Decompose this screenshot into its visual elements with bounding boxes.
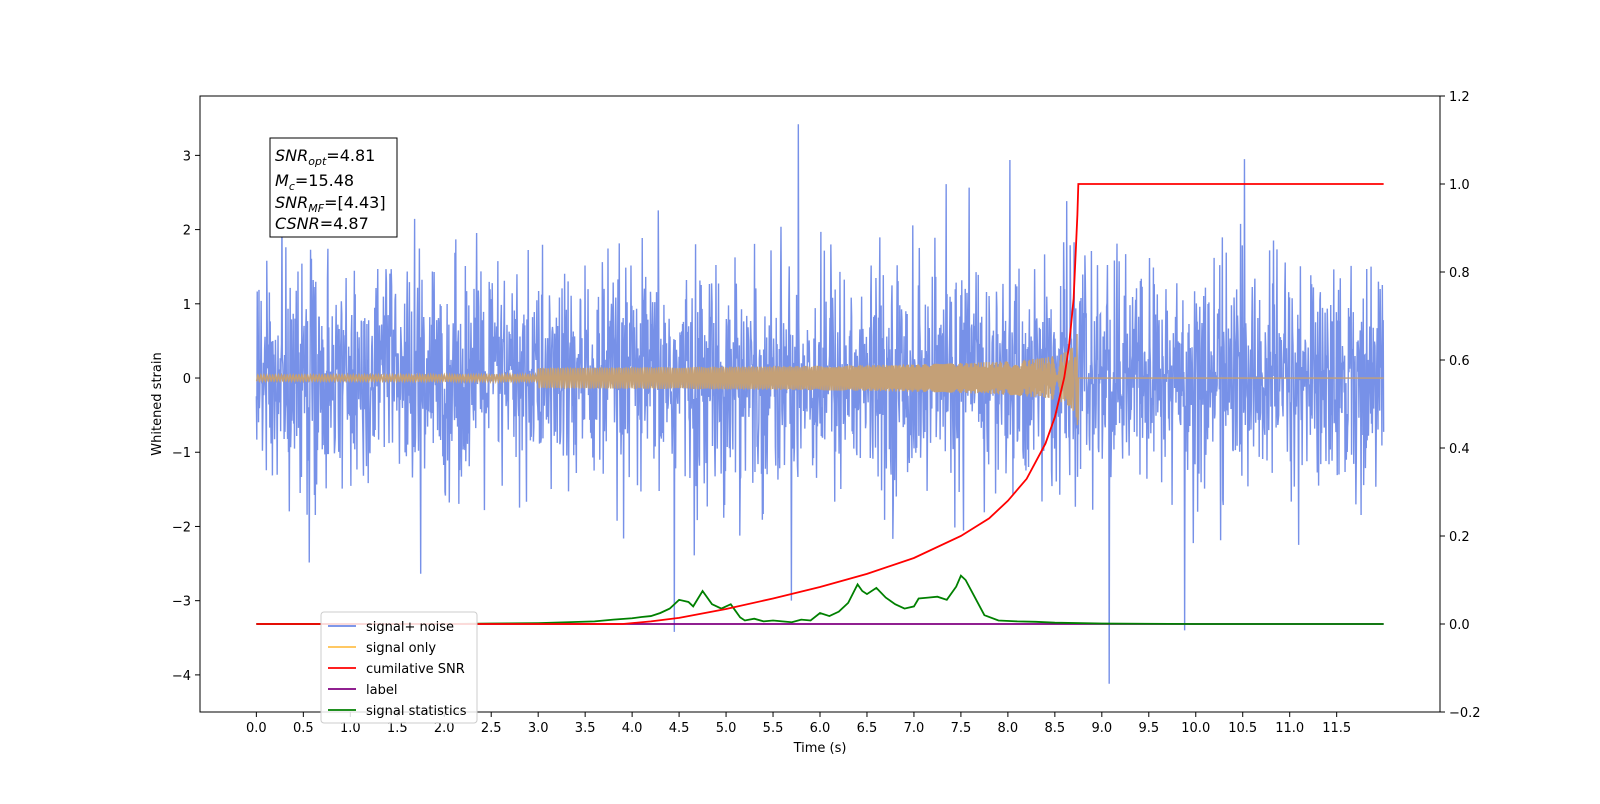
x-tick-label: 7.5 (951, 721, 972, 736)
y-tick-label: 3 (183, 149, 191, 164)
x-tick-label: 6.0 (810, 721, 831, 736)
x-tick-label: 11.0 (1275, 721, 1304, 736)
series-signal-noise-line (255, 124, 1385, 684)
legend-label: signal only (366, 641, 436, 656)
x-tick-label: 10.0 (1181, 721, 1210, 736)
x-tick-label: 5.5 (763, 721, 784, 736)
y2-tick-label: −0.2 (1449, 706, 1481, 721)
annotation-mc: Mc=15.48 (275, 171, 354, 193)
y2-tick-label: 1.2 (1449, 90, 1470, 105)
x-tick-label: 4.0 (622, 721, 643, 736)
legend-label: label (366, 683, 397, 698)
x-tick-label: 1.0 (340, 721, 361, 736)
x-tick-label: 3.5 (575, 721, 596, 736)
x-tick-label: 9.5 (1138, 721, 1159, 736)
x-tick-label: 9.0 (1091, 721, 1112, 736)
series-signal-statistics-line (256, 574, 1384, 625)
annotation-box: SNRopt=4.81 Mc=15.48 SNRMF=[4.43] CSNR=4… (269, 137, 398, 238)
x-tick-label: 0.5 (293, 721, 314, 736)
x-tick-label: 0.0 (246, 721, 267, 736)
y-tick-label: 0 (183, 372, 191, 387)
series-signal-only-line (255, 333, 1384, 426)
legend-label: signal+ noise (366, 620, 454, 635)
plot-area (255, 124, 1385, 684)
y2-tick-label: 0.8 (1449, 266, 1470, 281)
x-tick-label: 4.5 (669, 721, 690, 736)
x-tick-label: 1.5 (387, 721, 408, 736)
y-tick-label: −3 (172, 595, 191, 610)
annotation-csnr: CSNR=4.87 (275, 214, 369, 233)
legend-label: signal statistics (366, 704, 467, 719)
x-tick-label: 2.0 (434, 721, 455, 736)
y2-tick-label: 0.4 (1449, 442, 1470, 457)
y2-tick-label: 0.6 (1449, 354, 1470, 369)
annotation-snr-mf: SNRMF=[4.43] (275, 193, 386, 215)
y2-tick-label: 1.0 (1449, 178, 1470, 193)
y2-tick-label: 0.0 (1449, 618, 1470, 633)
y-tick-label: 1 (183, 298, 191, 313)
y-tick-label: −4 (172, 669, 191, 684)
x-tick-label: 8.0 (998, 721, 1019, 736)
annotation-snr-opt: SNRopt=4.81 (275, 146, 375, 168)
y-tick-label: −1 (172, 446, 191, 461)
legend-frame (320, 611, 478, 724)
x-tick-label: 8.5 (1045, 721, 1066, 736)
legend: signal+ noise signal only cumilative SNR la… (320, 611, 478, 724)
x-axis-label: Time (s) (793, 741, 847, 756)
y-tick-label: −2 (172, 520, 191, 535)
y2-tick-label: 0.2 (1449, 530, 1470, 545)
x-tick-label: 6.5 (857, 721, 878, 736)
x-tick-label: 5.0 (716, 721, 737, 736)
y-axis-left: 3 2 1 0 −1 −2 −3 −4 (172, 149, 200, 684)
x-tick-label: 11.5 (1322, 721, 1351, 736)
y-axis-right: 1.2 1.0 0.8 0.6 0.4 0.2 0.0 −0.2 (1440, 90, 1481, 721)
x-axis: 0.0 0.5 1.0 1.5 2.0 2.5 3.0 3.5 4.0 4.5 5.0 5.5 6.0 6… (246, 712, 1351, 736)
x-tick-label: 3.0 (528, 721, 549, 736)
x-tick-label: 7.0 (904, 721, 925, 736)
x-tick-label: 10.5 (1228, 721, 1257, 736)
annotation-frame (269, 137, 398, 238)
series-cumulative-snr-line (256, 183, 1384, 625)
y-axis-label: Whitened strain (150, 352, 165, 455)
legend-label: cumilative SNR (366, 662, 465, 677)
x-tick-label: 2.5 (481, 721, 502, 736)
y-tick-label: 2 (183, 224, 191, 239)
